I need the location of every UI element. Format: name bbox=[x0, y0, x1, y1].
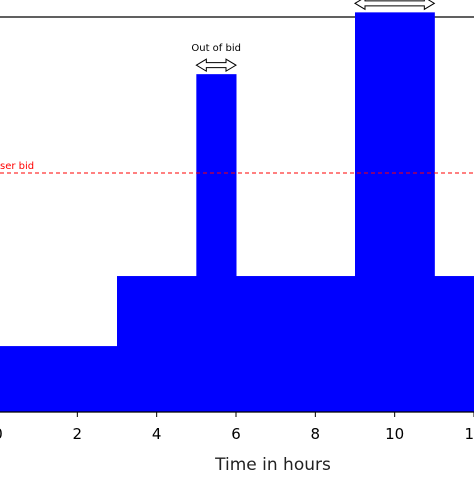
out-of-bid-arrow-1 bbox=[354, 0, 436, 11]
out-of-bid-arrow-0 bbox=[195, 58, 237, 73]
x-tick-label-1: 2 bbox=[73, 425, 83, 443]
area-step-0 bbox=[0, 346, 118, 412]
x-tick-label-6: 12 bbox=[464, 425, 474, 443]
area-step-5 bbox=[434, 276, 474, 412]
area-step-3 bbox=[236, 276, 356, 412]
x-tick-label-2: 4 bbox=[152, 425, 162, 443]
x-tick-label-3: 6 bbox=[231, 425, 241, 443]
x-tick-label-5: 10 bbox=[385, 425, 404, 443]
area-step-1 bbox=[117, 276, 197, 412]
x-axis-title: Time in hours bbox=[214, 455, 331, 474]
area-step-2 bbox=[196, 74, 237, 412]
bid-line-label: ser bid bbox=[0, 161, 34, 172]
area-step-4 bbox=[355, 12, 435, 413]
x-tick-label-0: 0 bbox=[0, 425, 3, 443]
out-of-bid-label-0: Out of bid bbox=[191, 43, 241, 54]
x-tick-label-4: 8 bbox=[311, 425, 321, 443]
